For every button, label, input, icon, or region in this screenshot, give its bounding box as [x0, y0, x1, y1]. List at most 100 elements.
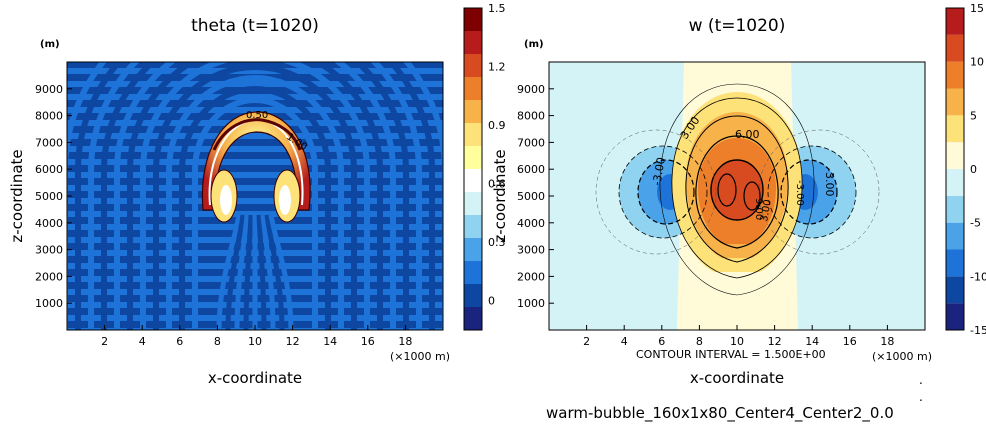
theta-y-tick-label: 3000: [35, 244, 63, 257]
w-title: w (t=1020): [689, 16, 786, 36]
theta-wave-arc: [75, 62, 435, 330]
theta-x-tick-label: 4: [139, 335, 146, 348]
theta-x-unit: (×1000 m): [390, 350, 450, 363]
w-field: 6.00 3.00 -3.00 -3.00 9.00 3.00 -3.00: [549, 62, 925, 330]
theta-x-tick-label: 6: [176, 335, 183, 348]
theta-wave-arc: [153, 64, 357, 330]
w-colorbar-swatch: [946, 142, 964, 169]
theta-wave-arc: [127, 62, 383, 330]
w-colorbar-label: 10: [970, 56, 984, 69]
theta-left-rotor-core: [220, 185, 232, 215]
theta-colorbar-swatch: [464, 238, 482, 261]
w-xlabel: x-coordinate: [690, 369, 784, 387]
theta-colorbar-label: 0: [488, 295, 495, 308]
theta-colorbar: 1.5 1.2 0.9 0.6 0.3 0: [463, 2, 506, 331]
w-colorbar: 15 10 5 0 -5 -10 -15: [945, 2, 986, 337]
w-x-tick-label: 16: [843, 335, 857, 348]
w-y-tick-label: 3000: [517, 244, 545, 257]
w-x-tick-label: 2: [583, 335, 590, 348]
theta-colorbar-swatch: [464, 77, 482, 100]
theta-title: theta (t=1020): [191, 16, 319, 36]
w-y-tick-label: 5000: [517, 190, 545, 203]
theta-bubble-cap: [201, 111, 311, 211]
w-x-tick-label: 8: [696, 335, 703, 348]
footer-caption: warm-bubble_160x1x80_Center4_Center2_0.0: [546, 404, 894, 423]
w-colorbar-label: 15: [970, 2, 984, 15]
theta-wave-stem: [260, 214, 276, 330]
theta-wave-stem: [256, 214, 267, 330]
w-x-ticks: 2 4 6 8 10 12 14 16 18: [583, 325, 894, 348]
theta-colorbar-swatch: [464, 31, 482, 54]
theta-colorbar-swatch: [464, 307, 482, 330]
w-colorbar-swatch: [946, 249, 964, 277]
w-colorbar-swatch: [946, 34, 964, 62]
w-x-tick-label: 10: [730, 335, 744, 348]
theta-wave-stem: [234, 214, 250, 330]
theta-band: [67, 81, 443, 87]
theta-y-tick-label: 8000: [35, 110, 63, 123]
theta-band: [67, 159, 443, 165]
w-colorbar-swatch: [946, 61, 964, 89]
theta-band: [67, 146, 443, 152]
w-y-tick-label: 8000: [517, 110, 545, 123]
theta-colorbar-swatch: [464, 8, 482, 31]
theta-y-tick-label: 9000: [35, 83, 63, 96]
w-contour-label-6: 3.00: [759, 199, 774, 223]
theta-wave-stem: [225, 214, 246, 330]
w-x-unit: (×1000 m): [872, 350, 932, 363]
theta-y-tick-label: 1000: [35, 297, 63, 310]
theta-x-ticks: 2 4 6 8 10 12 14 16 18: [101, 325, 412, 348]
theta-x-tick-label: 14: [323, 335, 337, 348]
theta-band: [67, 211, 443, 217]
theta-x-tick-label: 12: [286, 335, 300, 348]
theta-wave-arc: [166, 75, 344, 330]
theta-band: [67, 185, 443, 191]
w-y-ticks: 1000 2000 3000 4000 5000 6000 7000 8000 9000: [517, 83, 554, 310]
theta-y-tick-label: 7000: [35, 136, 63, 149]
w-colorbar-label: -5: [970, 217, 981, 230]
theta-wave-stem: [268, 214, 294, 330]
theta-band: [67, 133, 443, 139]
w-colorbar-label: 0: [970, 163, 977, 176]
theta-colorbar-swatch: [464, 146, 482, 169]
theta-colorbar-label: 0.9: [488, 119, 506, 132]
footer-dot-1: .: [919, 373, 923, 387]
theta-wave-arc: [192, 97, 318, 330]
w-x-tick-label: 12: [768, 335, 782, 348]
w-contour-label-3: -3.00: [650, 156, 668, 186]
w-panel: w (t=1020) (m): [491, 2, 986, 387]
theta-wave-arc: [88, 62, 422, 330]
theta-wave-arc: [179, 86, 331, 330]
w-y-tick-label: 2000: [517, 270, 545, 283]
theta-x-tick-label: 18: [398, 335, 412, 348]
w-contour-label-4: -3.00: [823, 168, 836, 196]
theta-colorbar-label: 1.2: [488, 61, 506, 74]
theta-x-tick-label: 16: [361, 335, 375, 348]
w-colorbar-label: -15: [970, 324, 986, 337]
w-colorbar-swatch: [946, 88, 964, 116]
theta-colorbar-swatch: [464, 54, 482, 77]
theta-panel: theta (t=1020) (m) 0.50 1.00 2 4 6 8 10 12 14 1…: [8, 2, 506, 387]
w-colorbar-swatch: [946, 115, 964, 143]
theta-contour-label-1: 0.50: [246, 110, 268, 121]
w-colorbar-swatch: [946, 303, 964, 330]
theta-wave-stem: [216, 214, 242, 330]
w-contours: [595, 83, 880, 296]
w-y-tick-label: 6000: [517, 163, 545, 176]
theta-x-tick-label: 8: [214, 335, 221, 348]
w-y-tick-label: 9000: [517, 83, 545, 96]
w-colorbar-label: 5: [970, 109, 977, 122]
w-ylabel: z-coordinate: [491, 149, 509, 242]
theta-bubble-cap-core: [212, 118, 302, 151]
w-x-tick-label: 14: [805, 335, 819, 348]
theta-band: [67, 107, 443, 113]
theta-colorbar-swatch: [464, 169, 482, 192]
theta-colorbar-swatch: [464, 261, 482, 284]
theta-field: 0.50 1.00: [67, 62, 443, 330]
theta-wave-arc: [140, 62, 370, 330]
theta-wave-arc: [101, 62, 409, 330]
w-contour-label-7: -3.00: [794, 180, 805, 206]
w-x-tick-label: 6: [658, 335, 665, 348]
w-colorbar-swatch: [946, 276, 964, 304]
